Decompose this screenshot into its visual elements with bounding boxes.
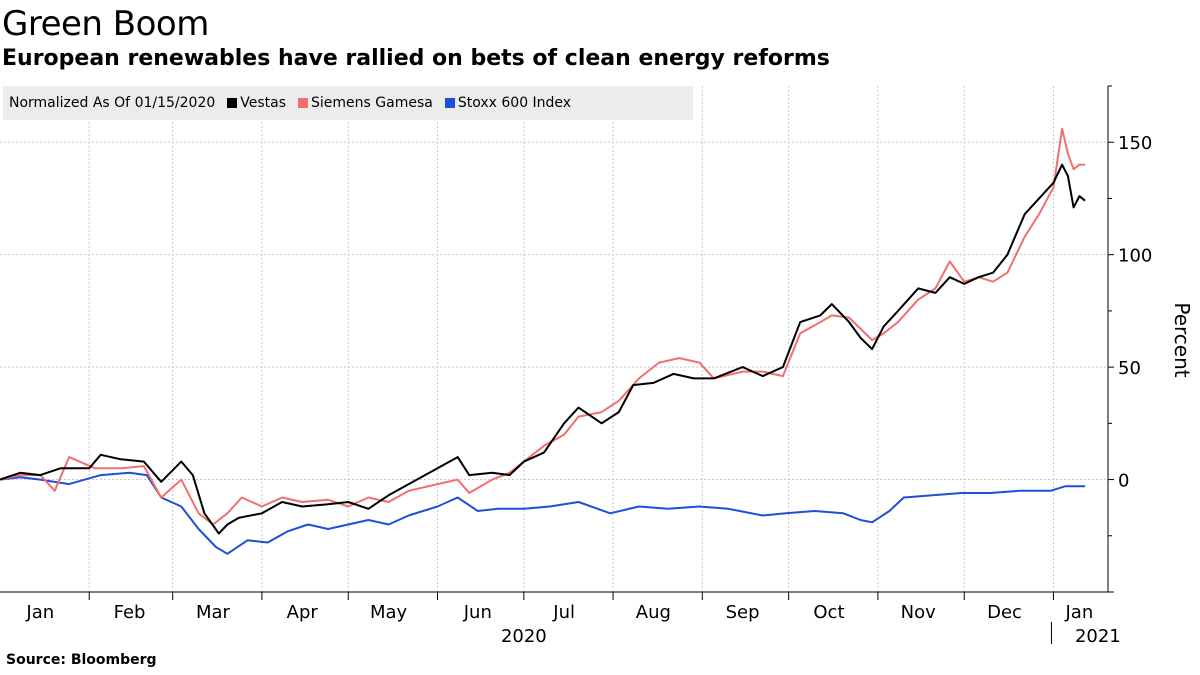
y-tick-label: 0 xyxy=(1118,471,1129,492)
legend-label-vestas: Vestas xyxy=(240,95,287,111)
year-label: 2020 xyxy=(501,626,547,647)
x-tick-label: Jan xyxy=(1064,602,1093,623)
grid-lines xyxy=(0,86,1108,592)
y-tick-label: 100 xyxy=(1118,246,1152,267)
axes xyxy=(0,85,1114,644)
x-tick-label: Nov xyxy=(901,602,936,623)
series-line-stoxx-600-index xyxy=(0,471,1086,555)
x-tick-label: Aug xyxy=(636,602,671,623)
x-tick-label: Mar xyxy=(196,602,231,623)
series-line-vestas xyxy=(0,163,1086,535)
x-tick-label: May xyxy=(370,602,408,623)
legend-item-stoxx-600: Stoxx 600 Index xyxy=(444,95,572,111)
legend-label-siemens-gamesa: Siemens Gamesa xyxy=(311,95,433,111)
source-note: Source: Bloomberg xyxy=(6,652,157,668)
legend-title: Normalized As Of 01/15/2020 xyxy=(9,95,216,111)
x-tick-label: Jun xyxy=(463,602,492,623)
series-line-siemens-gamesa xyxy=(0,127,1086,526)
x-tick-label: Jan xyxy=(25,602,54,623)
series-lines xyxy=(0,127,1086,555)
x-tick-label: Dec xyxy=(987,602,1022,623)
legend-label-stoxx-600: Stoxx 600 Index xyxy=(457,95,572,111)
legend-item-siemens-gamesa: Siemens Gamesa xyxy=(298,95,433,111)
legend-swatch-siemens-gamesa xyxy=(298,98,309,108)
x-tick-label: Apr xyxy=(287,602,319,623)
tick-labels: 0 50 100 150 Jan Feb Mar Apr May Jun Jul Aug Sep Oct N… xyxy=(25,133,1194,647)
chart-title: Green Boom xyxy=(2,4,209,44)
y-tick-label: 150 xyxy=(1118,133,1152,154)
chart-subtitle: European renewables have rallied on bets… xyxy=(2,46,830,71)
legend-item-vestas: Vestas xyxy=(227,95,286,111)
x-tick-label: Oct xyxy=(813,602,844,623)
legend-swatch-vestas xyxy=(227,98,238,108)
year-label: 2021 xyxy=(1075,626,1121,647)
x-tick-label: Sep xyxy=(726,602,760,623)
y-tick-label: 50 xyxy=(1118,358,1141,379)
x-tick-label: Feb xyxy=(114,602,146,623)
x-tick-label: Jul xyxy=(552,602,575,623)
legend-swatch-stoxx-600 xyxy=(444,98,455,108)
y-axis-label: Percent xyxy=(1170,302,1194,377)
legend: Normalized As Of 01/15/2020 Vestas Sieme… xyxy=(3,86,693,120)
